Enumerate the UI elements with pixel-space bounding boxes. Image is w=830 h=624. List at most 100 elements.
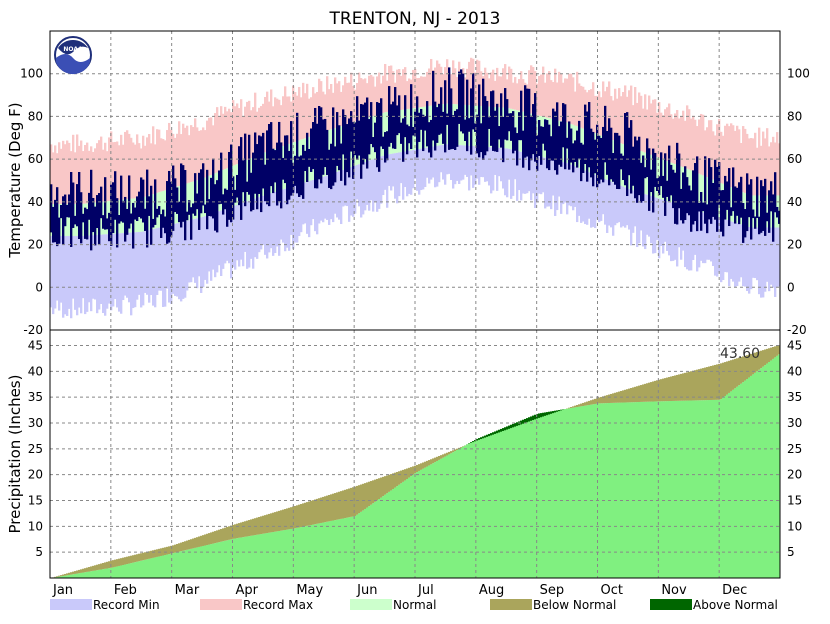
record-max-bar: [204, 130, 206, 177]
below-normal-bar: [106, 562, 108, 569]
precipitation-tick-label-left: 10: [28, 519, 43, 533]
record-min-bar: [264, 195, 266, 255]
observed-temperature-bar: [616, 133, 618, 189]
above-normal-bar: [506, 426, 508, 429]
observed-precipitation-bar: [312, 525, 314, 578]
above-normal-bar: [530, 416, 532, 420]
precipitation-tick-label-left: 45: [28, 339, 43, 353]
below-normal-bar: [614, 393, 616, 403]
record-min-bar: [208, 215, 210, 272]
temperature-tick-label-right: -20: [787, 323, 807, 337]
observed-precipitation-bar: [84, 572, 86, 578]
observed-precipitation-bar: [326, 522, 328, 578]
observed-temperature-bar: [162, 210, 164, 228]
record-min-bar: [618, 185, 620, 222]
record-min-bar: [164, 226, 166, 306]
observed-precipitation-bar: [152, 558, 154, 578]
record-min-bar: [428, 147, 430, 183]
record-min-bar: [136, 232, 138, 300]
observed-precipitation-bar: [156, 557, 158, 578]
observed-precipitation-bar: [128, 564, 130, 578]
above-normal-bar: [486, 435, 488, 437]
record-min-bar: [726, 220, 728, 272]
record-min-bar: [464, 145, 466, 174]
observed-temperature-bar: [172, 166, 174, 231]
below-normal-bar: [660, 379, 662, 401]
below-normal-bar: [634, 387, 636, 402]
below-normal-bar: [290, 507, 292, 529]
record-max-bar: [418, 78, 420, 108]
observed-temperature-bar: [84, 208, 86, 239]
observed-precipitation-bar: [532, 416, 534, 578]
below-normal-bar: [588, 401, 590, 405]
observed-temperature-bar: [538, 120, 540, 156]
record-min-bar: [74, 236, 76, 310]
observed-temperature-bar: [610, 128, 612, 180]
below-normal-bar: [116, 559, 118, 566]
observed-precipitation-bar: [710, 400, 712, 578]
below-normal-bar: [82, 569, 84, 573]
below-normal-bar: [226, 527, 228, 540]
observed-precipitation-bar: [698, 400, 700, 578]
legend-label: Record Min: [93, 598, 160, 612]
observed-precipitation-bar: [470, 442, 472, 578]
observed-precipitation-bar: [190, 549, 192, 578]
record-min-bar: [500, 148, 502, 181]
record-max-bar: [456, 77, 458, 104]
observed-precipitation-bar: [750, 376, 752, 578]
observed-precipitation-bar: [288, 529, 290, 578]
observed-temperature-bar: [514, 127, 516, 150]
observed-temperature-bar: [530, 116, 532, 161]
observed-temperature-bar: [120, 176, 122, 222]
observed-temperature-bar: [430, 120, 432, 158]
observed-temperature-bar: [720, 190, 722, 231]
observed-temperature-bar: [444, 80, 446, 152]
observed-temperature-bar: [72, 183, 74, 228]
observed-temperature-bar: [644, 167, 646, 178]
record-max-bar: [406, 81, 408, 109]
record-min-bar: [506, 148, 508, 197]
observed-temperature-bar: [664, 153, 666, 216]
below-normal-bar: [326, 496, 328, 522]
precipitation-tick-label-right: 45: [787, 339, 802, 353]
record-max-bar: [480, 71, 482, 106]
below-normal-bar: [304, 503, 306, 526]
observed-temperature-bar: [682, 172, 684, 223]
record-min-bar: [152, 229, 154, 306]
observed-precipitation-bar: [114, 567, 116, 578]
observed-precipitation-bar: [280, 531, 282, 578]
observed-temperature-bar: [434, 102, 436, 151]
observed-temperature-bar: [76, 184, 78, 226]
month-label: Feb: [114, 583, 137, 598]
above-normal-bar: [482, 436, 484, 438]
record-max-bar: [690, 119, 692, 171]
observed-temperature-bar: [382, 137, 384, 149]
below-normal-bar: [294, 506, 296, 528]
observed-precipitation-bar: [180, 551, 182, 578]
observed-temperature-bar: [234, 190, 236, 203]
observed-precipitation-bar: [524, 419, 526, 578]
observed-precipitation-bar: [638, 402, 640, 578]
above-normal-bar: [488, 434, 490, 436]
record-min-bar: [544, 158, 546, 209]
observed-temperature-bar: [522, 131, 524, 168]
below-normal-bar: [176, 544, 178, 552]
observed-precipitation-bar: [740, 384, 742, 578]
record-min-bar: [582, 170, 584, 222]
record-min-bar: [458, 145, 460, 184]
record-min-bar: [306, 182, 308, 234]
observed-temperature-bar: [408, 126, 410, 143]
observed-temperature-bar: [564, 104, 566, 169]
observed-temperature-bar: [198, 173, 200, 230]
observed-temperature-bar: [372, 137, 374, 147]
observed-temperature-bar: [52, 207, 54, 243]
above-normal-bar: [492, 432, 494, 434]
below-normal-bar: [262, 516, 264, 534]
observed-temperature-bar: [134, 208, 136, 220]
record-max-bar: [640, 96, 642, 151]
below-normal-bar: [306, 502, 308, 526]
observed-precipitation-bar: [770, 360, 772, 578]
above-normal-bar: [510, 425, 512, 428]
observed-precipitation-bar: [444, 457, 446, 578]
